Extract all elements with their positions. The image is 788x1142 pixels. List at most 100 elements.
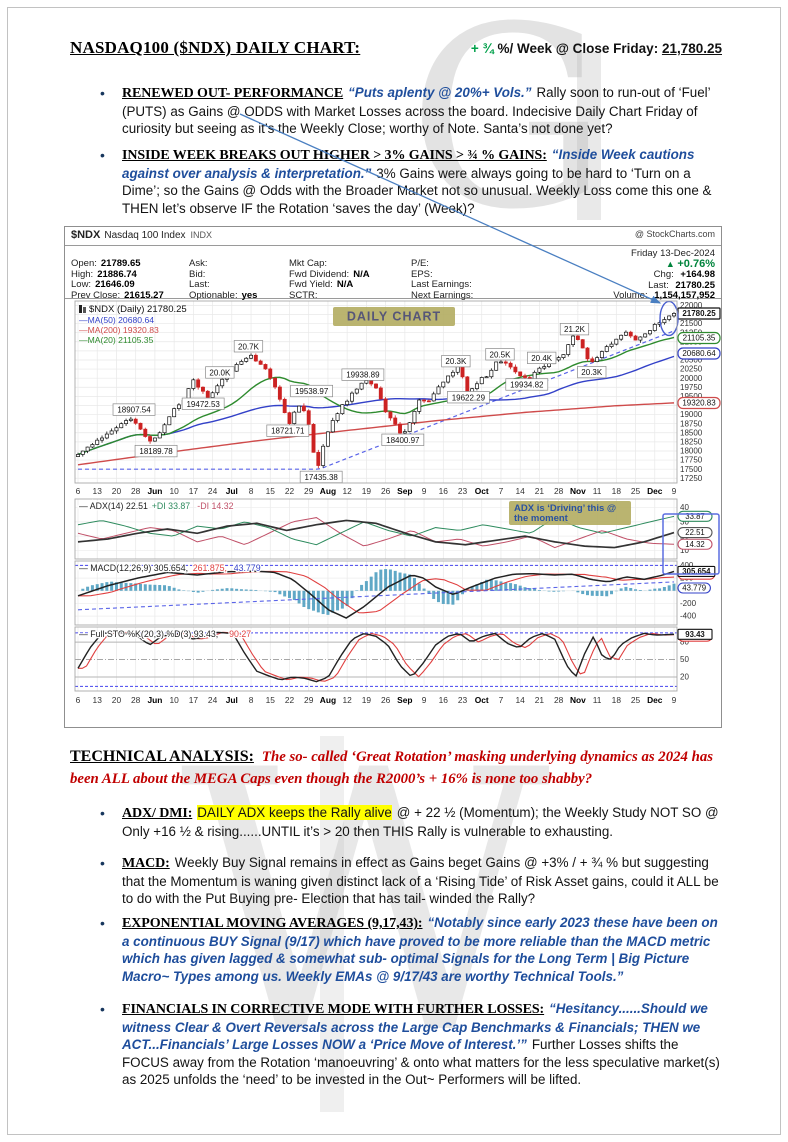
quote-row: Open: 21789.65 — [71, 258, 141, 269]
svg-text:90.27: 90.27 — [229, 629, 251, 639]
svg-text:— MACD(12,26,9) 305.654,: — MACD(12,26,9) 305.654, — [79, 563, 188, 573]
svg-text:21780.25: 21780.25 — [682, 309, 716, 318]
quote-row: Low: 21646.09 — [71, 279, 135, 291]
quote-panel: Open: 21789.65 High: 21886.74 Low: 21646.09 Pr… — [65, 245, 721, 301]
svg-text:19750: 19750 — [680, 383, 703, 392]
bullet-marker: • — [100, 915, 105, 931]
svg-text:50: 50 — [680, 655, 689, 664]
svg-text:20500: 20500 — [680, 356, 703, 365]
bullet-emas: • EXPONENTIAL MOVING AVERAGES (9,17,43):… — [100, 914, 722, 985]
svg-text:18: 18 — [612, 695, 622, 705]
bullet-renewed-outperformance: • RENEWED OUT- PERFORMANCE “Puts aplenty … — [100, 84, 722, 138]
chart-name: Nasdaq 100 Index — [104, 230, 186, 241]
svg-text:30: 30 — [680, 517, 689, 526]
svg-text:20.5K: 20.5K — [490, 350, 512, 359]
svg-text:19938.89: 19938.89 — [346, 371, 380, 380]
svg-text:15: 15 — [266, 695, 276, 705]
svg-text:12: 12 — [342, 695, 352, 705]
svg-text:29: 29 — [304, 486, 314, 496]
svg-text:20.4K: 20.4K — [531, 354, 553, 363]
chart-header: $NDX Nasdaq 100 Index INDX @ StockCharts.c… — [65, 227, 721, 245]
section-intro: The so- called ‘Great Rotation’ masking … — [70, 749, 713, 787]
svg-text:10: 10 — [169, 486, 179, 496]
bullet-text: Further Losses shifts the FOCUS away fro… — [122, 1037, 720, 1087]
quote-row: Last: — [189, 279, 210, 291]
svg-text:6: 6 — [76, 695, 81, 705]
svg-text:22: 22 — [285, 486, 295, 496]
quote-row: Ask: — [189, 258, 208, 269]
svg-text:15: 15 — [266, 486, 276, 496]
svg-text:25: 25 — [631, 486, 641, 496]
svg-text:19622.29: 19622.29 — [452, 393, 486, 402]
svg-text:8: 8 — [249, 695, 254, 705]
bullet-text: Weekly Buy Signal remains in effect as G… — [122, 855, 719, 907]
svg-text:17750: 17750 — [680, 456, 703, 465]
svg-text:—MA(20) 21105.35: —MA(20) 21105.35 — [79, 335, 154, 345]
bullet-inside-week: • INSIDE WEEK BREAKS OUT HIGHER > 3% GAI… — [100, 146, 722, 217]
svg-text:7: 7 — [499, 486, 504, 496]
svg-text:9: 9 — [672, 486, 677, 496]
week-change-label: %/ Week @ Close Friday: — [493, 41, 662, 56]
svg-text:19472.53: 19472.53 — [186, 400, 220, 409]
svg-text:20.0K: 20.0K — [209, 369, 231, 378]
bullet-marker: • — [100, 805, 105, 821]
bullet-marker: • — [100, 147, 105, 163]
document-header: NASDAQ100 ($NDX) DAILY CHART: + ¾ %/ Wee… — [70, 38, 722, 58]
svg-text:21.2K: 21.2K — [564, 325, 586, 334]
svg-text:40: 40 — [680, 503, 689, 512]
svg-text:23: 23 — [458, 486, 468, 496]
svg-text:19: 19 — [362, 695, 372, 705]
svg-text:20: 20 — [112, 486, 122, 496]
quote-ohlc: Open: 21789.65 High: 21886.74 Low: 21646.09 Pr… — [71, 248, 189, 300]
chart-exchange: INDX — [190, 230, 213, 240]
svg-text:22000: 22000 — [680, 301, 703, 310]
svg-text:Jul: Jul — [226, 486, 238, 496]
svg-text:11: 11 — [593, 695, 602, 705]
svg-text:10: 10 — [680, 546, 689, 555]
svg-text:14.32: 14.32 — [685, 540, 705, 549]
svg-text:Aug: Aug — [320, 695, 336, 705]
svg-text:17: 17 — [189, 486, 199, 496]
section-heading: TECHNICAL ANALYSIS: — [70, 748, 254, 765]
svg-text:21500: 21500 — [680, 319, 703, 328]
svg-text:ADX is ‘Driving’ this @: ADX is ‘Driving’ this @ — [514, 503, 616, 514]
week-change-value: + ¾ — [470, 41, 494, 56]
svg-text:Jun: Jun — [147, 486, 162, 496]
svg-text:28: 28 — [554, 695, 564, 705]
svg-text:23: 23 — [458, 695, 468, 705]
chart-source: @ StockCharts.com — [634, 229, 715, 239]
svg-text:7: 7 — [499, 695, 504, 705]
svg-text:20.7K: 20.7K — [238, 342, 260, 351]
svg-text:-DI 14.32: -DI 14.32 — [197, 501, 233, 511]
svg-text:10: 10 — [169, 695, 179, 705]
svg-text:19320.83: 19320.83 — [682, 399, 716, 408]
svg-text:400: 400 — [680, 561, 694, 570]
svg-text:19000: 19000 — [680, 410, 703, 419]
svg-text:20000: 20000 — [680, 374, 703, 383]
quote-earnings: P/E: EPS: Last Earnings: Next Earnings: — [411, 248, 539, 300]
svg-text:19934.82: 19934.82 — [510, 381, 544, 390]
svg-text:DAILY CHART: DAILY CHART — [347, 310, 441, 324]
svg-text:26: 26 — [381, 695, 391, 705]
bullet-lead: EXPONENTIAL MOVING AVERAGES (9,17,43): — [122, 916, 423, 931]
weekly-summary: + ¾ %/ Week @ Close Friday: 21,780.25 — [471, 41, 722, 56]
svg-text:19500: 19500 — [680, 392, 703, 401]
svg-text:Aug: Aug — [320, 486, 336, 496]
svg-text:93.43: 93.43 — [685, 630, 705, 639]
page-title: NASDAQ100 ($NDX) DAILY CHART: — [70, 38, 361, 57]
svg-text:43.779: 43.779 — [682, 584, 706, 593]
svg-text:22.51: 22.51 — [685, 528, 705, 537]
quote-percent: +0.76% — [677, 258, 715, 270]
svg-text:18500: 18500 — [680, 428, 703, 437]
svg-text:16: 16 — [439, 695, 449, 705]
svg-text:18400.97: 18400.97 — [386, 436, 420, 445]
svg-text:Nov: Nov — [570, 695, 586, 705]
svg-text:261.875,: 261.875, — [193, 563, 227, 573]
svg-text:24: 24 — [208, 486, 218, 496]
svg-text:25: 25 — [631, 695, 641, 705]
svg-text:28: 28 — [554, 486, 564, 496]
svg-text:$NDX (Daily) 21780.25: $NDX (Daily) 21780.25 — [89, 304, 187, 315]
svg-text:Jun: Jun — [147, 695, 162, 705]
svg-text:18750: 18750 — [680, 419, 703, 428]
